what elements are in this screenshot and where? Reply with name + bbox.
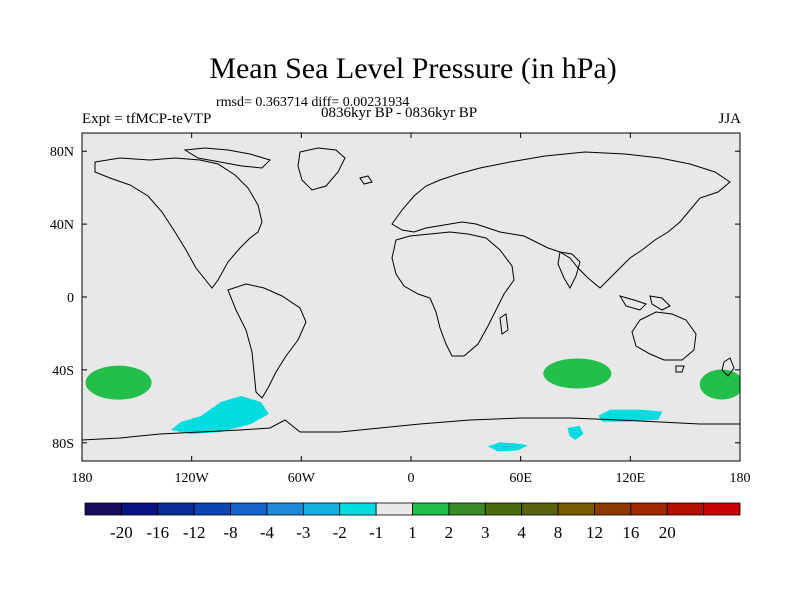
colorbar-label: -4: [260, 523, 275, 542]
y-tick-label: 40N: [50, 218, 74, 233]
y-tick-label: 40S: [52, 364, 74, 379]
colorbar-swatch: [594, 502, 632, 516]
colorbar-label: -8: [223, 523, 237, 542]
colorbar-label: 12: [586, 523, 603, 542]
map-frame: [81, 132, 741, 462]
chart-title: Mean Sea Level Pressure (in hPa): [209, 52, 617, 85]
anomaly-region-south-pacific-west-positive: [85, 365, 152, 400]
anomaly-region-antarctic-coast-negative-2: [567, 425, 584, 440]
y-tick-label: 80N: [50, 145, 74, 160]
colorbar-swatch: [557, 502, 595, 516]
colorbar-label: 3: [481, 523, 490, 542]
colorbar-swatch: [84, 502, 122, 516]
colorbar-label: -2: [333, 523, 347, 542]
colorbar-label: 20: [659, 523, 676, 542]
anomaly-region-antarctic-coast-negative-1: [487, 442, 528, 452]
colorbar-label: 4: [517, 523, 526, 542]
colorbar-swatch: [302, 502, 341, 516]
colorbar-label: 2: [445, 523, 454, 542]
colorbar-swatch: [375, 502, 413, 516]
y-tick-label: 80S: [52, 437, 74, 452]
colorbar-label: 8: [554, 523, 563, 542]
colorbar-swatch: [266, 502, 304, 516]
colorbar-label: 16: [622, 523, 639, 542]
colorbar-swatch: [703, 502, 741, 516]
colorbar-label: -16: [146, 523, 169, 542]
anomaly-region-indian-ocean-positive: [543, 358, 612, 389]
x-tick-label: 180: [730, 471, 751, 486]
period-label: 0836kyr BP - 0836kyr BP: [321, 105, 478, 121]
season-label: JJA: [718, 111, 741, 127]
colorbar-swatch: [412, 502, 450, 516]
x-tick-label: 120W: [175, 471, 210, 486]
x-tick-label: 120E: [616, 471, 646, 486]
colorbar-label: -3: [296, 523, 310, 542]
y-tick-label: 0: [67, 291, 74, 306]
colorbar-swatch: [157, 502, 195, 516]
colorbar-swatch: [666, 502, 705, 516]
colorbar-label: 1: [408, 523, 417, 542]
colorbar-swatch: [339, 502, 377, 516]
colorbar-swatch: [193, 502, 231, 516]
axes: 180 120W 60W 0 60E 120E 180 80N 40N 0 40S 80S: [50, 133, 751, 486]
colorbar-swatch: [448, 502, 486, 516]
x-tick-label: 60E: [509, 471, 532, 486]
experiment-label: Expt = tfMCP-teVTP: [82, 111, 212, 127]
map-background: [82, 133, 740, 461]
anomaly-region-tasman-positive: [699, 369, 740, 400]
colorbar-swatch: [120, 502, 159, 516]
anomaly-layer: [85, 358, 740, 452]
colorbar: -20 -16 -12 -8 -4 -3 -2 -1 1 2 3 4 8 12 16 20: [84, 502, 741, 542]
x-tick-label: 60W: [288, 471, 316, 486]
x-tick-label: 180: [72, 471, 93, 486]
coastlines: [82, 147, 740, 441]
x-tick-label: 0: [408, 471, 415, 486]
colorbar-swatch: [521, 502, 559, 516]
colorbar-label: -20: [110, 523, 133, 542]
stats-label: rmsd= 0.363714 diff= 0.00231934: [216, 95, 410, 110]
colorbar-swatch: [630, 502, 668, 516]
colorbar-swatch: [484, 502, 523, 516]
anomaly-region-south-pacific-negative: [170, 395, 269, 434]
colorbar-label: -1: [369, 523, 383, 542]
colorbar-label: -12: [183, 523, 206, 542]
anomaly-region-southern-ocean-indian-negative: [598, 409, 663, 422]
colorbar-swatch: [230, 502, 268, 516]
